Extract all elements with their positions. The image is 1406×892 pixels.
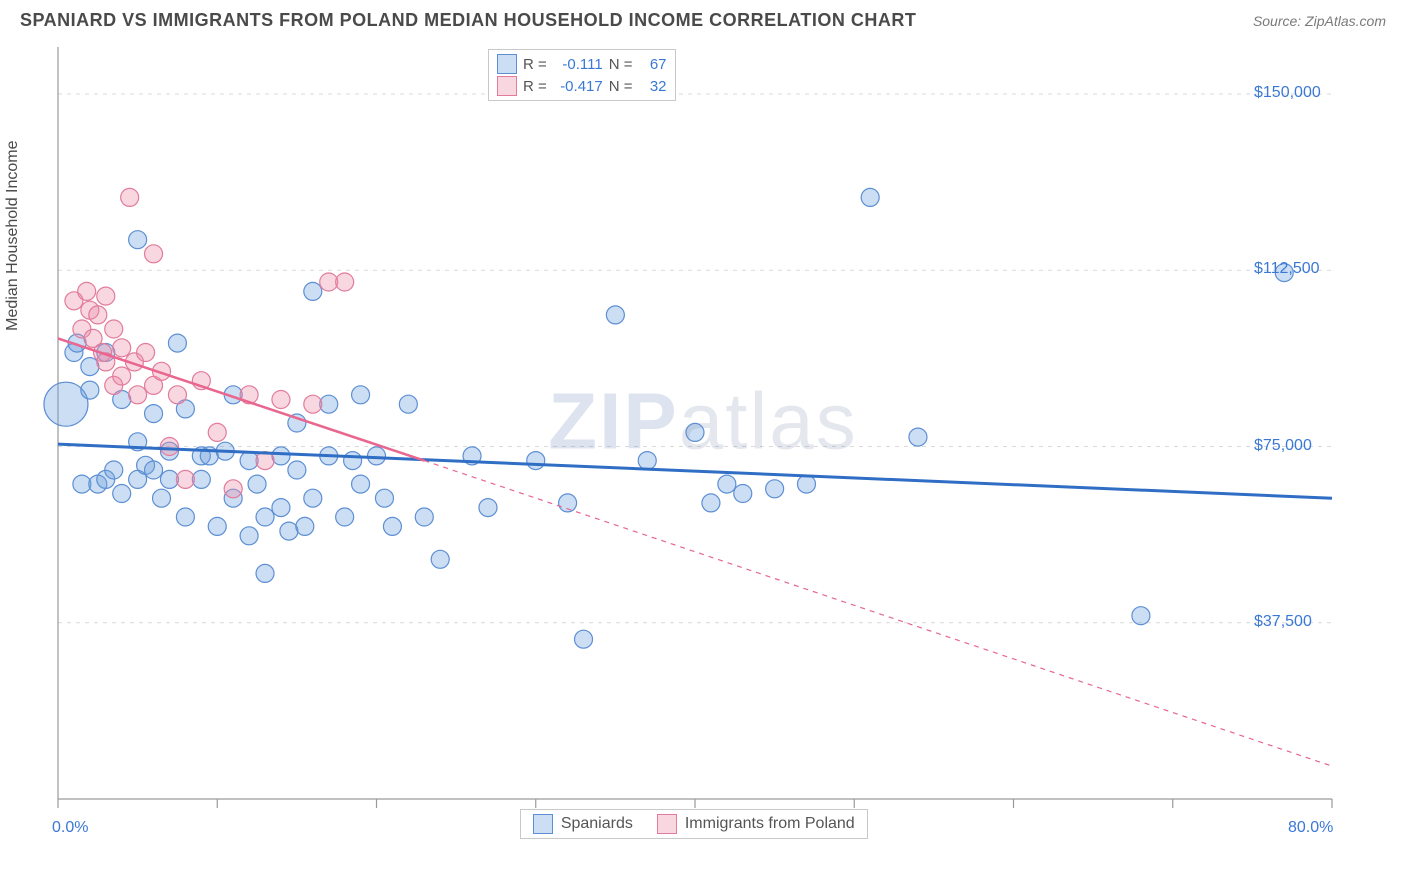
r-value: -0.111 — [553, 56, 603, 73]
y-tick-label: $150,000 — [1254, 84, 1321, 102]
chart-container: Median Household Income ZIPatlas R =-0.1… — [20, 41, 1386, 811]
stats-row: R = -0.111 N = 67 — [497, 54, 667, 74]
y-tick-label: $75,000 — [1254, 437, 1312, 455]
swatch-icon — [497, 54, 517, 74]
series-legend: Spaniards Immigrants from Poland — [520, 809, 868, 839]
n-value: 32 — [639, 78, 667, 95]
chart-title: SPANIARD VS IMMIGRANTS FROM POLAND MEDIA… — [20, 10, 916, 31]
legend-item: Spaniards — [533, 814, 633, 834]
n-label: N = — [609, 78, 633, 95]
legend-item: Immigrants from Poland — [657, 814, 855, 834]
stats-legend: R = -0.111 N = 67 R = -0.417 N = 32 — [488, 49, 676, 101]
n-label: N = — [609, 56, 633, 73]
y-axis-label: Median Household Income — [4, 140, 22, 330]
scatter-chart — [20, 41, 1346, 811]
x-axis-max-label: 80.0% — [1288, 819, 1333, 837]
source-label: Source: ZipAtlas.com — [1253, 13, 1386, 29]
legend-label: Spaniards — [561, 815, 633, 833]
r-label: R = — [523, 56, 547, 73]
legend-label: Immigrants from Poland — [685, 815, 855, 833]
swatch-icon — [533, 814, 553, 834]
stats-row: R = -0.417 N = 32 — [497, 76, 667, 96]
n-value: 67 — [639, 56, 667, 73]
r-label: R = — [523, 78, 547, 95]
r-value: -0.417 — [553, 78, 603, 95]
swatch-icon — [497, 76, 517, 96]
y-tick-label: $37,500 — [1254, 613, 1312, 631]
y-tick-label: $112,500 — [1254, 260, 1320, 278]
x-axis-min-label: 0.0% — [52, 819, 88, 837]
swatch-icon — [657, 814, 677, 834]
header: SPANIARD VS IMMIGRANTS FROM POLAND MEDIA… — [0, 0, 1406, 37]
